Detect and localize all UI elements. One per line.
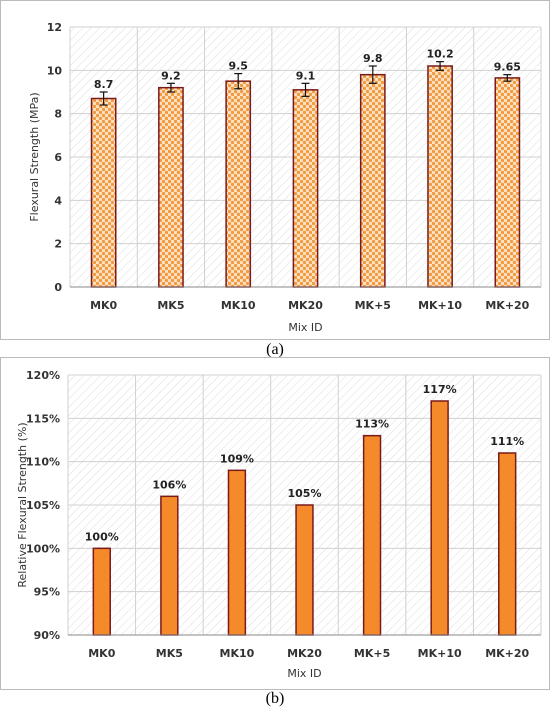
x-tick-label: MK0 (90, 299, 117, 312)
bar-MK0 (90, 97, 117, 288)
bar-MK10 (225, 80, 252, 288)
bar-MK0 (92, 547, 111, 636)
y-axis-title: Relative Flexural Strength (%) (16, 422, 29, 587)
x-axis-title: Mix ID (288, 321, 322, 334)
bar-MK10 (227, 469, 247, 636)
bar-MK+5 (359, 73, 386, 288)
x-tick-label: MK0 (88, 647, 115, 660)
bar-MK+10 (430, 400, 449, 636)
bar-MK5 (160, 495, 179, 636)
y-tick-label: 12 (47, 21, 62, 34)
caption-b: (b) (265, 690, 285, 707)
x-tick-label: MK+20 (485, 647, 529, 660)
bar-MK+5 (362, 434, 382, 636)
y-tick-label: 6 (54, 151, 62, 164)
x-tick-label: MK10 (220, 647, 255, 660)
data-label: 9.8 (363, 52, 383, 65)
y-tick-label: 4 (54, 194, 62, 207)
data-label: 9.2 (161, 69, 181, 82)
x-axis-title: Mix ID (287, 667, 321, 680)
x-tick-label: MK20 (287, 647, 322, 660)
y-tick-label: 2 (54, 238, 62, 251)
y-tick-label: 0 (54, 281, 62, 294)
x-tick-label: MK10 (221, 299, 256, 312)
data-label: 113% (355, 418, 389, 431)
y-tick-label: 110% (26, 456, 60, 469)
data-label: 8.7 (94, 78, 114, 91)
bar-MK20 (295, 504, 314, 636)
y-axis-title: Flexural Strength (MPa) (28, 92, 41, 221)
data-label: 105% (288, 487, 322, 500)
bar-MK+20 (498, 452, 517, 636)
data-label: 109% (220, 452, 254, 465)
y-tick-label: 95% (34, 586, 60, 599)
bar-MK+10 (427, 65, 453, 288)
y-tick-label: 10 (47, 64, 63, 77)
data-label: 100% (85, 530, 119, 543)
bar-MK5 (158, 86, 184, 288)
x-tick-label: MK+10 (418, 647, 462, 660)
relative-flexural-strength-chart: 90% 95% 100% 105% 110% 115% 120% 100% MK0 106% MK5… (0, 357, 550, 690)
data-label: 106% (152, 478, 186, 491)
x-tick-label: MK5 (156, 647, 183, 660)
bar-MK20 (292, 89, 319, 288)
flexural-strength-chart: 0 2 4 6 8 10 12 8.7 MK0 9.2 MK5 9.5 MK10 9.1 MK20 9.8 MK… (0, 0, 550, 340)
x-tick-label: MK+20 (485, 299, 529, 312)
x-tick-label: MK+10 (418, 299, 462, 312)
caption-a: (a) (266, 341, 284, 358)
x-tick-label: MK+5 (355, 299, 391, 312)
x-tick-label: MK+5 (354, 647, 390, 660)
data-label: 117% (423, 383, 457, 396)
y-tick-label: 8 (54, 108, 62, 121)
x-tick-label: MK20 (288, 299, 323, 312)
y-tick-label: 120% (26, 369, 60, 382)
chart-b-panel: 90% 95% 100% 105% 110% 115% 120% 100% MK0 106% MK5… (0, 357, 550, 690)
y-tick-label: 100% (26, 542, 60, 555)
data-label: 111% (490, 435, 524, 448)
x-tick-label: MK5 (157, 299, 184, 312)
y-tick-label: 105% (26, 499, 60, 512)
bar-MK+20 (494, 77, 521, 288)
y-tick-label: 115% (26, 412, 60, 425)
data-label: 9.5 (228, 60, 248, 73)
data-label: 9.1 (296, 69, 316, 82)
y-tick-label: 90% (34, 629, 60, 642)
data-label: 10.2 (427, 48, 454, 61)
data-label: 9.65 (494, 61, 521, 74)
chart-a-panel: 0 2 4 6 8 10 12 8.7 MK0 9.2 MK5 9.5 MK10 9.1 MK20 9.8 MK… (0, 0, 550, 340)
